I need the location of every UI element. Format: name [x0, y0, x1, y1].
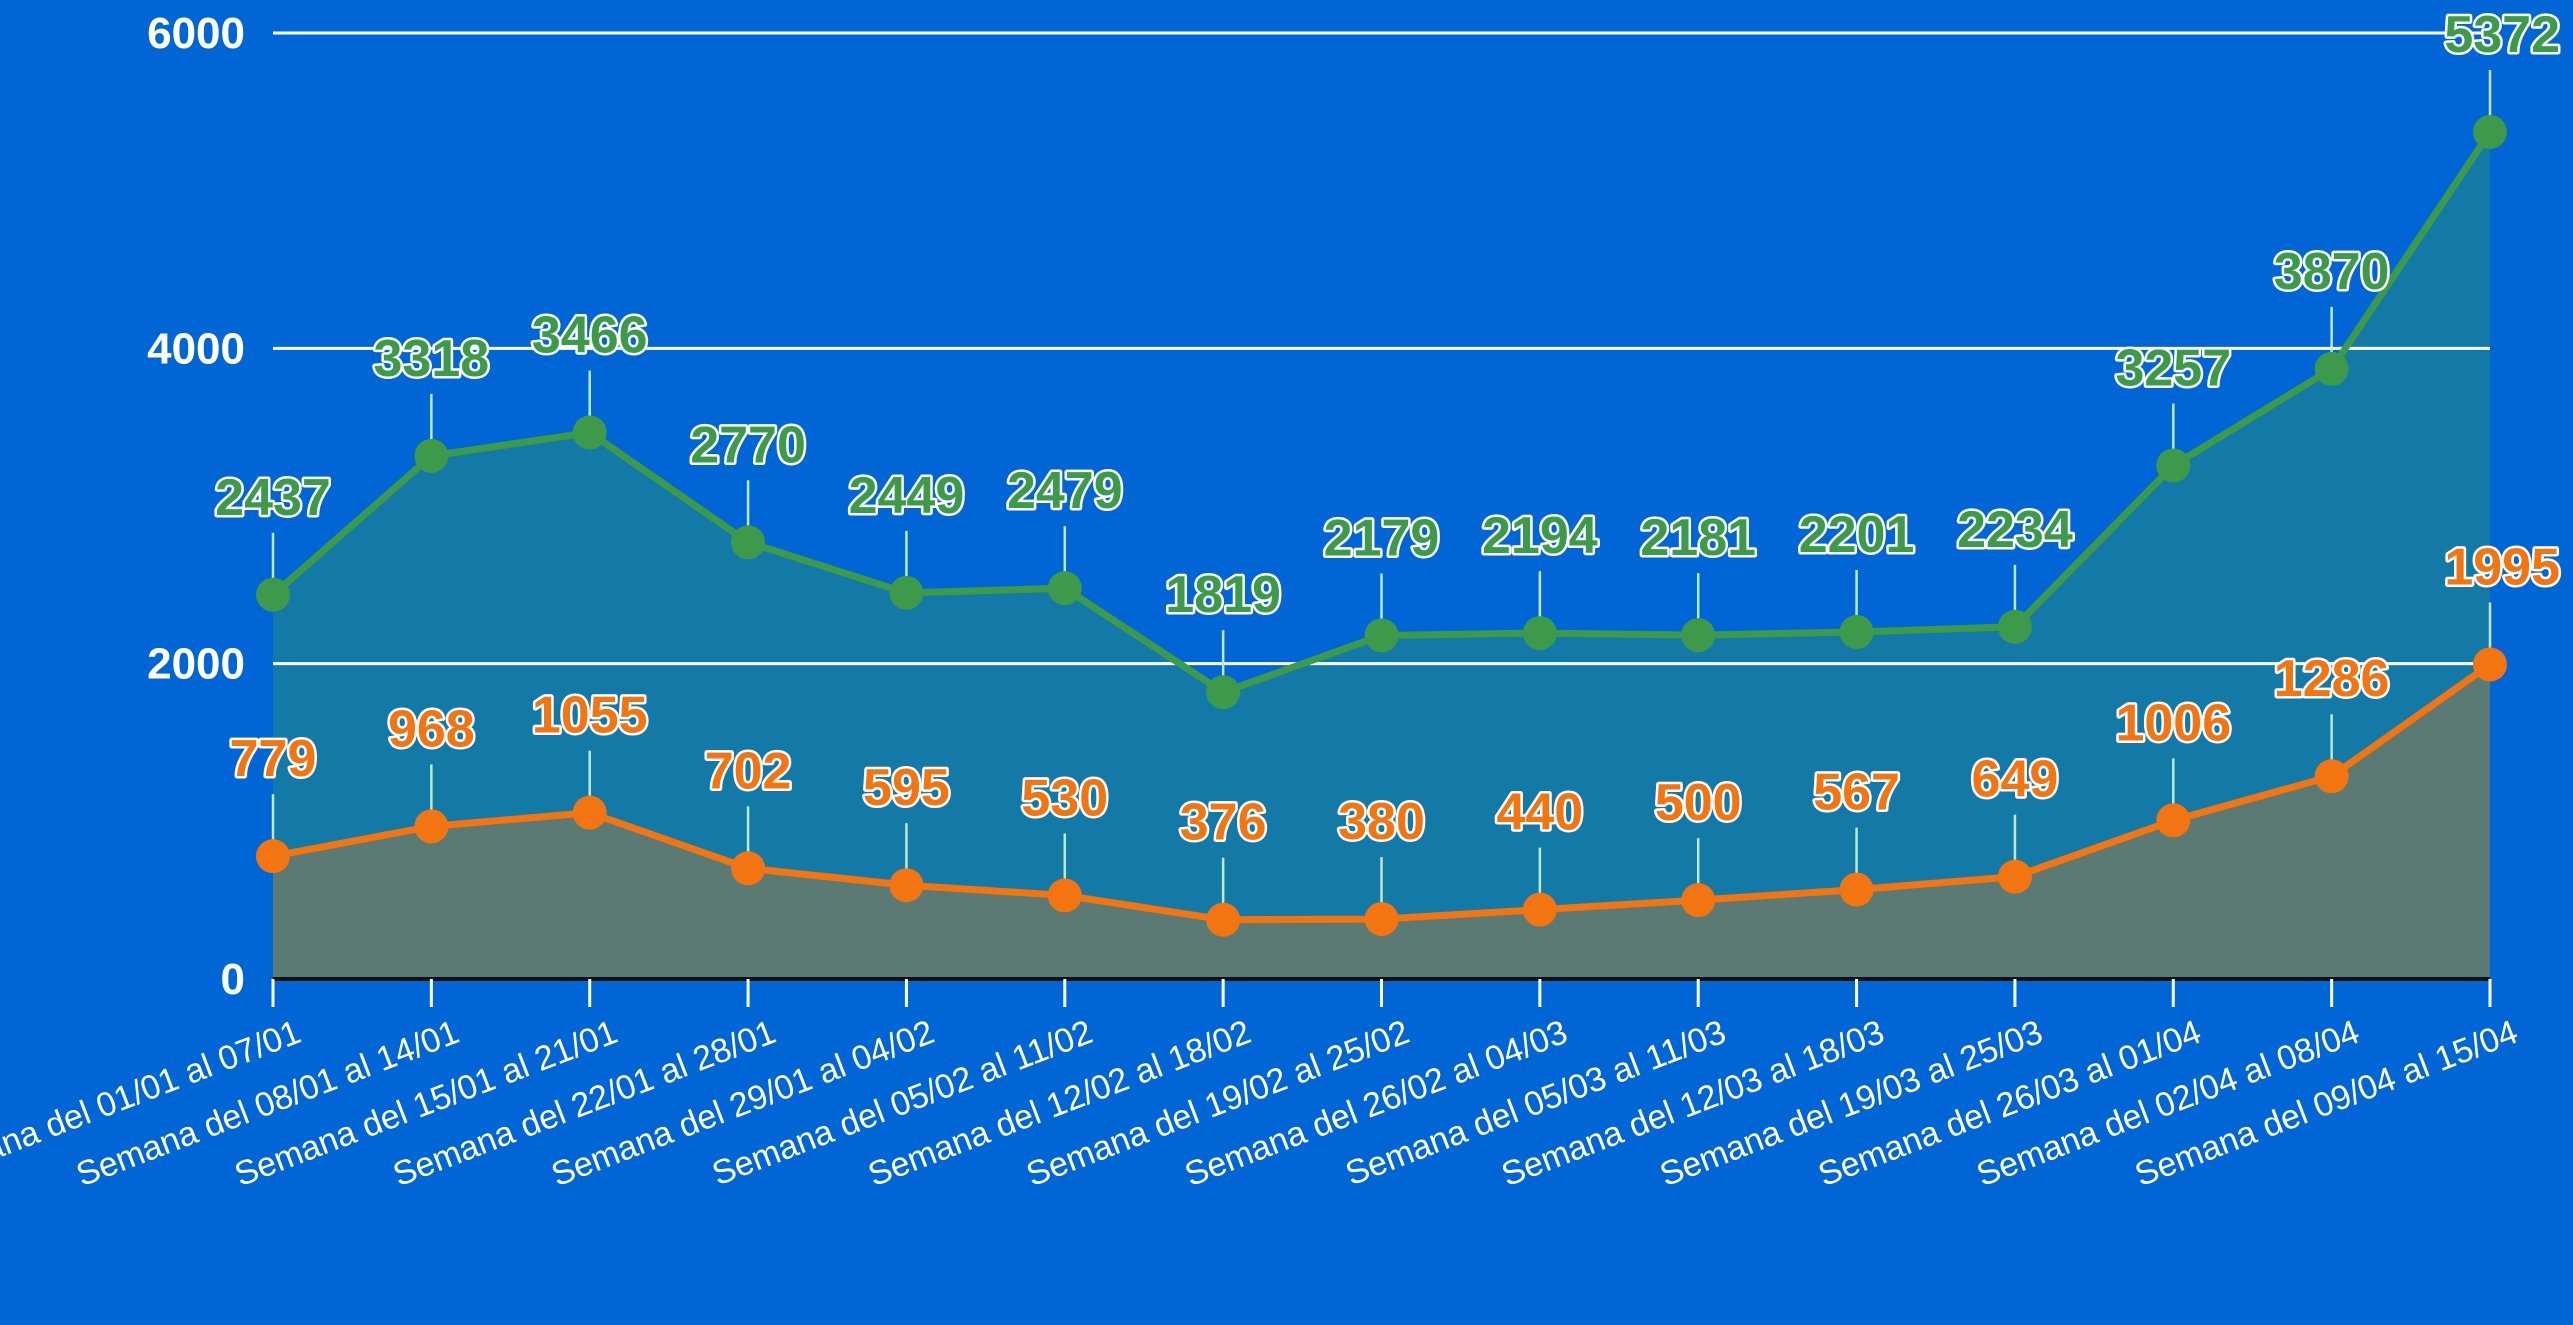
series-2-data-label: 500 [1655, 774, 1742, 832]
series-2-point [889, 868, 924, 903]
series-1-data-label: 2770 [690, 416, 806, 474]
series-1-data-label: 3870 [2274, 243, 2390, 301]
series-1-point [1997, 609, 2032, 644]
y-tick-label: 0 [221, 955, 245, 1004]
series-2-point [1522, 892, 1557, 927]
series-2-data-label: 567 [1813, 764, 1900, 822]
y-tick-label: 4000 [147, 324, 245, 373]
series-2-point [1206, 902, 1241, 937]
series-2-point [731, 851, 766, 886]
series-1-point [1839, 614, 1874, 649]
series-2-point [1839, 872, 1874, 907]
series-1-point [1206, 675, 1241, 710]
series-1-point [2156, 448, 2191, 483]
series-2-data-label: 779 [230, 730, 317, 788]
series-1-point [2314, 351, 2349, 386]
data-labels: 2437 3318 3466 2770 2449 2479 1819 2179 2194 2181… [213, 4, 2563, 855]
series-2-data-label: 1286 [2274, 650, 2390, 708]
series-2-data-label: 595 [863, 759, 950, 817]
series-1-area [273, 132, 2490, 980]
series-1-data-label: 3257 [2115, 339, 2231, 397]
series-1-point [572, 415, 607, 450]
series-1-data-label: 1819 [1165, 566, 1281, 624]
series-2-point [572, 795, 607, 830]
y-tick-label: 2000 [147, 640, 245, 689]
series-2-data-label: 1006 [2115, 694, 2231, 752]
series-2-data-label: 968 [388, 700, 475, 758]
series-1-data-label: 2181 [1640, 509, 1756, 567]
series-1-point [256, 577, 290, 612]
series-1-point [1681, 618, 1716, 653]
series-1-data-label: 5372 [2444, 6, 2560, 64]
series-1-data-label: 3318 [374, 330, 490, 388]
series-1-data-label: 2201 [1799, 506, 1915, 564]
series-lines [256, 70, 2507, 937]
series-1-data-label: 2194 [1482, 507, 1598, 565]
series-2-data-label: 530 [1021, 769, 1108, 827]
series-2-point [256, 839, 290, 874]
series-2-data-label: 376 [1180, 794, 1267, 852]
series-2-point [2473, 647, 2507, 682]
series-1-point [414, 438, 449, 473]
series-1-data-label: 3466 [532, 307, 648, 365]
series-2-point [1364, 902, 1399, 937]
series-1-data-label: 2437 [215, 469, 331, 527]
series-2-data-label: 380 [1338, 793, 1425, 851]
series-2-point [2314, 759, 2349, 794]
series-1-data-label: 2479 [1007, 462, 1123, 520]
series-2-area [273, 664, 2490, 979]
series-2-point [1047, 878, 1082, 913]
gridlines: 0 2000 4000 6000 [147, 9, 2490, 1004]
y-tick-label: 6000 [147, 9, 245, 58]
series-1-point [2473, 115, 2507, 150]
series-1-data-label: 2449 [849, 467, 965, 525]
series-1-point [731, 525, 766, 560]
series-2-data-label: 702 [705, 742, 792, 800]
series-1-data-label: 2234 [1957, 501, 2073, 559]
series-2-data-label: 1995 [2444, 538, 2560, 596]
series-1-point [1047, 571, 1082, 606]
series-2-point [2156, 803, 2191, 838]
series-2-point [1997, 859, 2032, 894]
series-1-data-label: 2179 [1324, 509, 1440, 567]
series-2-point [1681, 883, 1716, 918]
series-2-data-label: 440 [1496, 784, 1583, 842]
series-2-data-label: 1055 [532, 687, 648, 745]
series-2-data-label: 649 [1972, 751, 2059, 809]
series-1-point [889, 575, 924, 610]
series-2-point [414, 809, 449, 844]
series-1-point [1364, 618, 1399, 653]
series-1-point [1522, 616, 1557, 651]
series-areas [273, 132, 2490, 980]
